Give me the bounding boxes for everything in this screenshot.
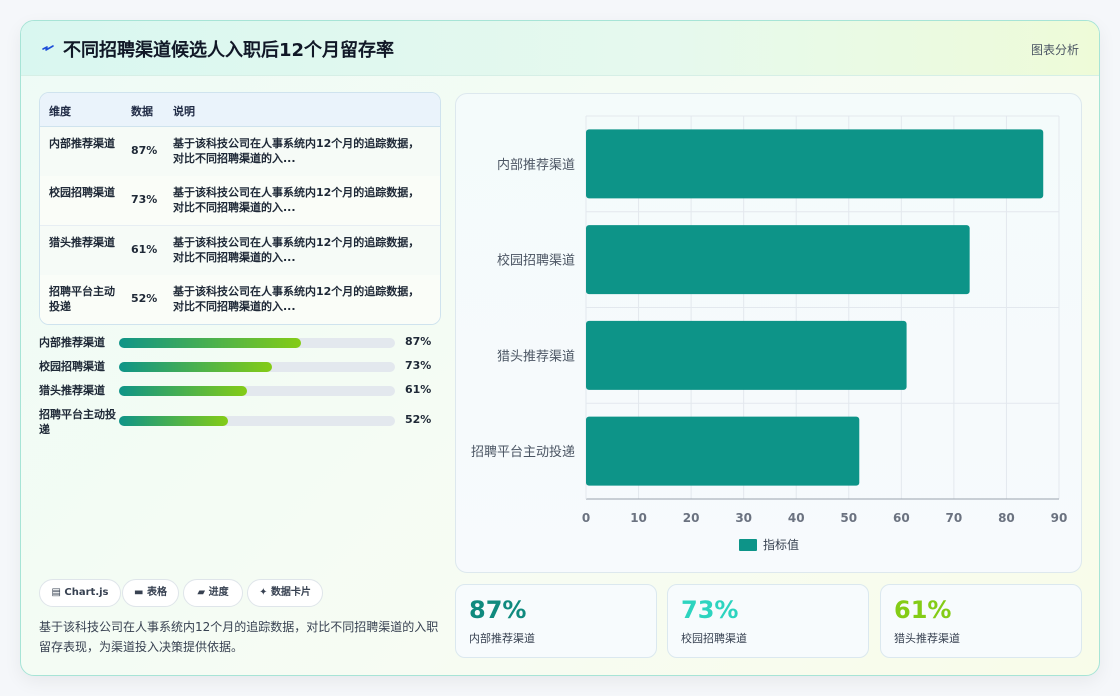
progress-fill [119, 362, 272, 372]
table-row: 招聘平台主动投递 52% 基于该科技公司在人事系统内12个月的追踪数据，对比不同招聘… [40, 274, 440, 324]
stat-card: 61% 猎头推荐渠道 [880, 584, 1082, 658]
y-category-label: 猎头推荐渠道 [497, 349, 575, 364]
stat-value: 87% [469, 596, 527, 624]
progress-fill [119, 338, 301, 348]
bar-chart: 0 10 20 30 40 50 60 70 80 90 内部推荐渠道校园招聘渠道猎头推荐渠道招聘平… [471, 115, 1068, 552]
column-header: 数据 [131, 105, 153, 118]
x-tick-label: 40 [788, 511, 805, 525]
chip-table[interactable]: ▬ 表格 [122, 579, 179, 607]
x-tick-label: 90 [1051, 511, 1068, 525]
x-tick-label: 50 [840, 511, 857, 525]
stat-label: 猎头推荐渠道 [894, 632, 960, 645]
row-description: 基于该科技公司在人事系统内12个月的追踪数据，对比不同招聘渠道的入... [173, 235, 420, 264]
row-description: 基于该科技公司在人事系统内12个月的追踪数据，对比不同招聘渠道的入... [173, 284, 420, 313]
x-tick-label: 70 [946, 511, 963, 525]
progress-icon: ▰ [197, 587, 209, 598]
description-text: 基于该科技公司在人事系统内12个月的追踪数据，对比不同招聘渠道的入职留存表现，为… [39, 620, 439, 654]
y-category-label: 内部推荐渠道 [497, 157, 575, 173]
bar [586, 416, 860, 486]
x-tick-label: 0 [582, 511, 590, 525]
stat-value: 73% [681, 596, 739, 624]
chart-panel: 0 10 20 30 40 50 60 70 80 90 内部推荐渠道 校园招聘渠道 猎头推荐渠道招聘平… [455, 93, 1082, 573]
table-header: 维度 数据 说明 [40, 93, 440, 127]
stat-value: 61% [894, 596, 952, 624]
progress-label: 校园招聘渠道 [39, 360, 105, 373]
chip-label: 表格 [146, 587, 167, 598]
x-tick-label: 30 [735, 511, 752, 525]
chip-data-card[interactable]: ✦ 数据卡片 [247, 579, 323, 607]
x-tick-label: 60 [893, 511, 910, 525]
chip-label: 进度 [208, 587, 229, 598]
column-header: 维度 [49, 105, 71, 118]
progress-fill [119, 386, 247, 396]
stat-card: 87% 内部推荐渠道 [455, 584, 657, 658]
row-dimension: 内部推荐渠道 [49, 137, 115, 150]
legend-label[interactable]: 指标值 [763, 537, 799, 552]
row-value: 87% [131, 144, 158, 157]
data-table: 维度 数据 说明 内部推荐渠道 87% 基于该科技公司在人事系统内12个月的追踪数据… [39, 92, 441, 325]
lightning-icon [42, 45, 54, 51]
chip-label: 数据卡片 [270, 587, 311, 598]
y-category-label: 校园招聘渠道 [497, 253, 575, 269]
table-row: 校园招聘渠道 73% 基于该科技公司在人事系统内12个月的追踪数据，对比不同招聘渠道… [40, 176, 440, 227]
row-value: 61% [131, 242, 158, 256]
progress-track [119, 362, 395, 372]
row-dimension: 招聘平台主动投递 [49, 284, 115, 313]
progress-track [119, 416, 395, 426]
chip-chartjs[interactable]: ▤ Chart.js [39, 579, 121, 607]
bar [586, 129, 1044, 199]
progress-fill [119, 416, 228, 426]
y-category-label: 招聘平台主动投递 [471, 444, 575, 460]
sparkle-icon: ✦ [259, 587, 271, 598]
table-icon: ▬ [134, 587, 147, 598]
progress-value: 73% [405, 359, 432, 372]
row-description: 基于该科技公司在人事系统内12个月的追踪数据，对比不同招聘渠道的入... [173, 186, 420, 215]
table-row: 猎头推荐渠道 61% 基于该科技公司在人事系统内12个月的追踪数据，对比不同招聘渠道… [40, 225, 440, 276]
stat-card: 73% 校园招聘渠道 [667, 584, 869, 658]
progress-value: 87% [405, 335, 432, 348]
chip-progress[interactable]: ▰ 进度 [183, 579, 243, 607]
chart-icon: ▤ [51, 587, 65, 598]
stat-label: 内部推荐渠道 [469, 632, 535, 645]
progress-track [119, 338, 395, 348]
dashboard-card: 不同招聘渠道候选人入职后12个月留存率 图表分析 维度 数据 说明 内部推荐渠道… [20, 20, 1100, 676]
row-dimension: 校园招聘渠道 [49, 186, 115, 200]
row-value: 73% [131, 193, 158, 207]
row-description: 基于该科技公司在人事系统内12个月的追踪数据，对比不同招聘渠道的入... [173, 137, 420, 165]
row-value: 52% [131, 291, 158, 305]
column-header: 说明 [173, 105, 195, 118]
row-dimension: 猎头推荐渠道 [49, 235, 115, 249]
table-row: 内部推荐渠道 87% 基于该科技公司在人事系统内12个月的追踪数据，对比不同招聘渠道… [40, 127, 440, 177]
page-title: 不同招聘渠道候选人入职后12个月留存率 [63, 40, 395, 61]
header: 不同招聘渠道候选人入职后12个月留存率 图表分析 [21, 21, 1099, 76]
progress-label: 猎头推荐渠道 [39, 384, 105, 397]
chart-analysis-button[interactable]: 图表分析 [1030, 43, 1079, 57]
x-tick-label: 10 [630, 511, 647, 525]
chip-label: Chart.js [64, 587, 109, 598]
x-tick-label: 80 [998, 511, 1015, 525]
legend-swatch [739, 539, 757, 551]
bar [586, 225, 970, 295]
stat-label: 校园招聘渠道 [681, 632, 747, 645]
progress-value: 52% [405, 413, 432, 426]
progress-label: 内部推荐渠道 [39, 336, 105, 349]
x-tick-label: 20 [683, 511, 700, 525]
progress-label: 招聘平台主动投递 [39, 408, 116, 436]
bar [586, 320, 907, 390]
progress-value: 61% [405, 383, 432, 396]
progress-track [119, 386, 395, 396]
